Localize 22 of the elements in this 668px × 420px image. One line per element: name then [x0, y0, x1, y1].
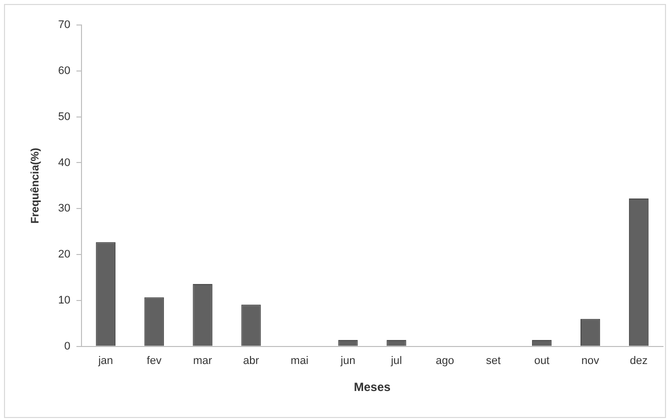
x-tick-label: jan: [97, 355, 114, 368]
y-tick-label: 10: [58, 294, 70, 307]
y-tick-label: 30: [58, 202, 70, 215]
y-tick-label: 0: [64, 340, 70, 352]
x-tick-label: jul: [390, 355, 402, 368]
y-tick-label: 60: [58, 64, 70, 77]
y-tick-label: 40: [58, 156, 70, 169]
y-tick-label: 50: [58, 110, 70, 123]
y-axis-title: Frequência(%): [30, 147, 42, 224]
x-axis-title: Meses: [354, 380, 391, 394]
x-tick-label: dez: [630, 355, 648, 368]
x-tick-label: set: [486, 355, 501, 368]
y-tick-label: 70: [58, 19, 70, 32]
x-tick-label: abr: [243, 355, 260, 368]
y-tick-label: 20: [58, 248, 70, 261]
x-tick-label: ago: [436, 355, 454, 368]
x-tick-label: mai: [290, 355, 308, 368]
x-tick-label: out: [534, 355, 550, 368]
x-tick-label: nov: [581, 355, 600, 368]
x-tick-label: fev: [146, 355, 162, 368]
x-tick-label: jun: [340, 355, 356, 368]
x-tick-label: mar: [193, 355, 212, 368]
